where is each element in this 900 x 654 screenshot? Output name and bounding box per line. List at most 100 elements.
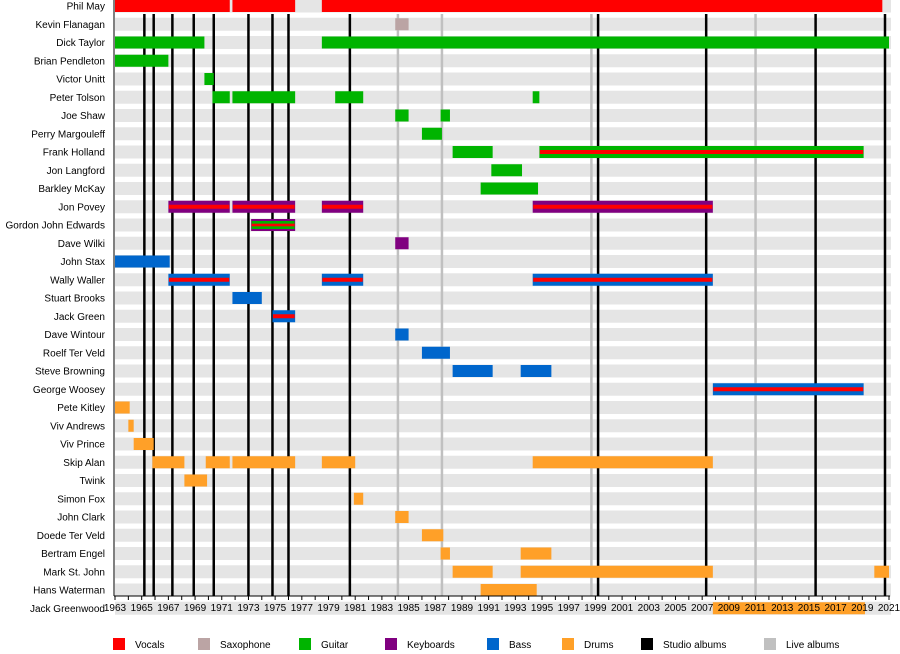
member-name-label: Jack Greenwood [30,604,105,615]
member-bar-drums [532,456,713,469]
x-tick-label: 1997 [558,603,581,614]
member-name-label: Skip Alan [63,458,105,469]
row-band [115,437,891,451]
x-tick-label: 1975 [264,603,287,614]
member-name-label: Jon Langford [47,166,105,177]
x-tick-label: 2011 [745,603,767,614]
row-band [115,547,891,560]
legend-swatch-live [764,638,776,650]
member-bar-drums [353,492,364,505]
member-bar-vocals [232,204,295,209]
member-name-label: Twink [79,476,106,487]
member-bar-drums [152,456,185,469]
member-bar-guitar [321,36,889,49]
legend-swatch-keyboards [385,638,397,650]
row-band [115,346,891,360]
row-band [115,218,891,232]
member-name-label: Stuart Brooks [44,294,105,305]
legend-label-guitar: Guitar [321,640,349,651]
member-bar-drums [452,565,493,578]
member-name-label: Mark St. John [43,567,105,578]
row-band [115,17,891,31]
member-bar-bass [520,365,552,377]
x-tick-label: 2013 [771,603,794,614]
row-band [115,72,891,86]
row-band [115,255,891,268]
member-bar-guitar [115,54,169,67]
member-bar-drums [232,456,296,469]
x-tick-label: 1995 [531,603,554,614]
row-band [115,382,891,396]
member-bar-drums [520,547,552,560]
member-bar-drums [205,456,230,469]
row-band [115,455,891,469]
x-tick-label: 1973 [237,603,260,614]
legend-swatch-bass [487,638,499,650]
legend-label-vocals: Vocals [135,640,164,651]
x-tick-label: 2003 [638,603,661,614]
x-tick-label: 2009 [718,603,741,614]
row-band [115,90,891,104]
x-tick-label: 1999 [584,603,607,614]
row-band [115,419,891,433]
x-tick-label: 1983 [371,603,394,614]
member-bar-vocals [251,223,295,227]
member-bar-guitar [115,36,205,49]
member-bar-guitar [232,91,296,104]
member-bar-bass [232,292,262,304]
member-bar-drums [480,584,537,596]
legend-label-drums: Drums [584,640,613,651]
x-tick-label: 1985 [397,603,420,614]
member-name-label: Doede Ter Veld [37,531,105,542]
member-bar-bass [395,328,409,341]
member-bar-guitar [532,91,540,104]
member-bar-guitar [204,73,214,85]
member-bar-vocals [533,204,713,209]
row-band [115,236,891,250]
x-tick-label: 2017 [824,603,847,614]
x-tick-label: 2019 [851,603,874,614]
x-tick-label: 1993 [504,603,527,614]
member-name-label: Steve Browning [35,367,105,378]
member-bar-keyboards [395,237,409,250]
member-name-label: Kevin Flanagan [36,20,106,31]
member-name-label: Dick Taylor [56,38,105,49]
legend-swatch-studio [641,638,653,650]
x-tick-label: 1969 [184,603,207,614]
legend-label-keyboards: Keyboards [407,640,455,651]
member-bar-saxophone [395,18,409,31]
member-bar-drums [874,565,889,578]
legend-label-bass: Bass [509,640,531,651]
x-tick-label: 2021 [878,603,900,614]
member-bar-drums [115,401,130,414]
row-band [115,273,891,287]
x-tick-label: 1987 [424,603,447,614]
member-bar-guitar [480,182,539,195]
row-band [115,109,891,122]
member-name-label: Joe Shaw [61,111,106,122]
member-name-label: Viv Andrews [50,421,105,432]
member-name-label: Gordon John Edwards [5,221,105,232]
x-tick-label: 1989 [451,603,474,614]
member-name-label: Bertram Engel [41,549,105,560]
member-bar-vocals [539,150,864,154]
member-name-label: John Stax [61,257,105,268]
member-bar-vocals [533,277,713,282]
member-bar-guitar [335,91,364,104]
member-name-label: Frank Holland [43,148,105,159]
x-tick-label: 2001 [611,603,634,614]
member-name-label: Simon Fox [57,494,105,505]
x-tick-label: 2007 [691,603,714,614]
member-name-label: Wally Waller [50,275,105,286]
member-bar-vocals [713,387,864,392]
row-band [115,364,891,378]
member-name-label: Jon Povey [58,202,105,213]
member-name-label: Jack Green [54,312,105,323]
legend-label-studio: Studio albums [663,640,726,651]
member-bar-drums [184,474,208,487]
x-tick-label: 1977 [291,603,314,614]
member-bar-guitar [395,109,409,122]
row-band [115,309,891,323]
member-bar-drums [133,438,154,450]
